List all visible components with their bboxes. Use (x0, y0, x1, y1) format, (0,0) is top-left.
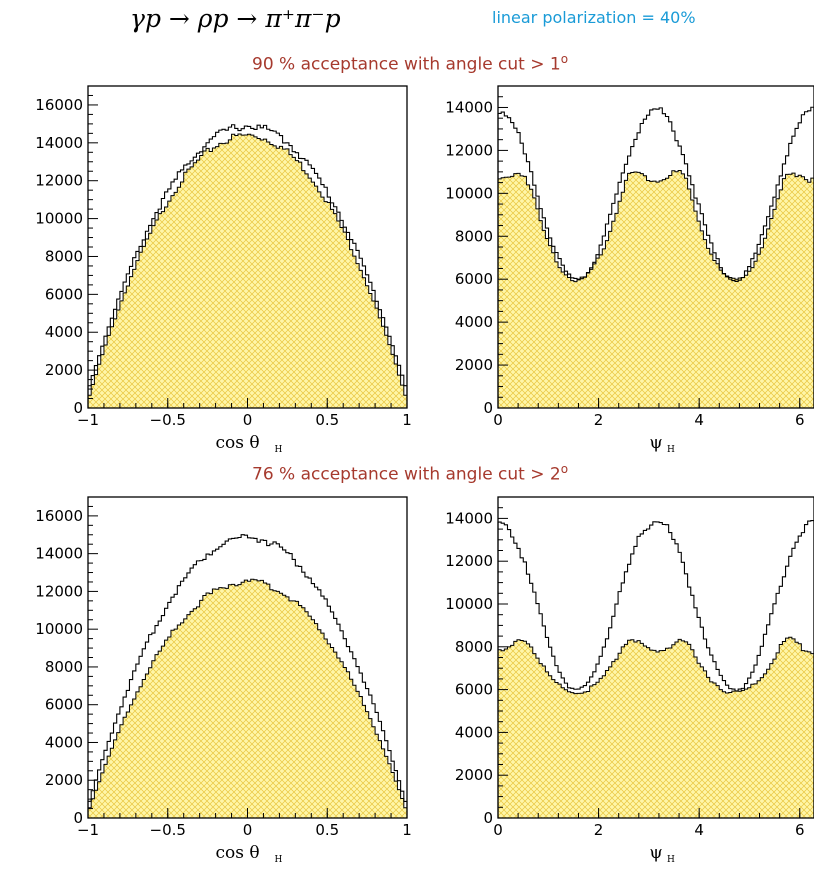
x-tick-label-2: 0.5 (315, 821, 339, 839)
y-tick-label-2: 4000 (45, 733, 83, 751)
y-tick-label-0: 0 (73, 399, 83, 417)
histogram-filled-3 (497, 636, 814, 819)
y-tick-label-3: 6000 (455, 681, 493, 699)
x-axis-label-0: cos θ (215, 433, 259, 453)
y-tick-label-1: 4000 (455, 313, 493, 331)
histogram-filled-0 (87, 133, 408, 409)
caption-bottom: 76 % acceptance with angle cut > 2o (252, 462, 568, 485)
x-tick-label-1: 0 (493, 411, 503, 429)
x-tick-label-1: 2 (594, 411, 604, 429)
x-tick-label-3: 6 (795, 821, 805, 839)
y-tick-label-3: 4000 (455, 723, 493, 741)
y-tick-label-0: 14000 (35, 134, 83, 152)
x-tick-label-2: −1 (77, 821, 99, 839)
y-tick-label-0: 12000 (35, 172, 83, 190)
x-tick-label-2: −0.5 (150, 821, 186, 839)
x-axis-label-sub-3: H (667, 855, 675, 865)
y-tick-label-1: 14000 (445, 98, 493, 116)
y-tick-label-0: 6000 (45, 285, 83, 303)
x-tick-label-0: 1 (402, 411, 412, 429)
caption-top: 90 % acceptance with angle cut > 1o (252, 52, 568, 75)
y-tick-label-3: 0 (483, 809, 493, 827)
y-tick-label-1: 2000 (455, 356, 493, 374)
y-tick-label-0: 16000 (35, 96, 83, 114)
y-tick-label-3: 8000 (455, 638, 493, 656)
y-tick-label-1: 6000 (455, 270, 493, 288)
y-tick-label-3: 12000 (445, 552, 493, 570)
histogram-outline-3 (497, 520, 814, 818)
y-tick-label-0: 4000 (45, 323, 83, 341)
y-tick-label-3: 10000 (445, 595, 493, 613)
y-tick-label-3: 14000 (445, 509, 493, 527)
x-tick-label-0: 0 (243, 411, 253, 429)
y-tick-label-2: 10000 (35, 620, 83, 638)
y-tick-label-1: 10000 (445, 184, 493, 202)
x-tick-label-3: 2 (594, 821, 604, 839)
polarization-label: linear polarization = 40% (492, 8, 696, 27)
x-tick-label-2: 1 (402, 821, 412, 839)
x-tick-label-0: 0.5 (315, 411, 339, 429)
x-tick-label-1: 4 (694, 411, 704, 429)
y-tick-label-0: 8000 (45, 247, 83, 265)
y-tick-label-2: 8000 (45, 658, 83, 676)
caption-top-text: 90 % acceptance with angle cut > 1 (252, 54, 561, 75)
y-tick-label-2: 6000 (45, 696, 83, 714)
caption-top-degree: o (560, 52, 569, 66)
y-tick-label-2: 0 (73, 809, 83, 827)
y-tick-label-2: 12000 (35, 582, 83, 600)
x-tick-label-2: 0 (243, 821, 253, 839)
y-tick-label-3: 2000 (455, 766, 493, 784)
x-tick-label-1: 6 (795, 411, 805, 429)
x-tick-label-0: −1 (77, 411, 99, 429)
reaction-title: γp → ρp → π⁺π⁻p (130, 4, 341, 33)
y-tick-label-2: 14000 (35, 545, 83, 563)
y-tick-label-1: 8000 (455, 227, 493, 245)
histogram-filled-1 (497, 170, 814, 409)
y-tick-label-0: 2000 (45, 361, 83, 379)
x-axis-label-sub-2: H (275, 855, 283, 865)
y-tick-label-1: 12000 (445, 141, 493, 159)
x-axis-label-1: ψ (649, 433, 662, 453)
x-axis-label-sub-1: H (667, 445, 675, 455)
y-tick-label-2: 2000 (45, 771, 83, 789)
y-tick-label-1: 0 (483, 399, 493, 417)
histogram-outline-1 (497, 106, 814, 408)
x-tick-label-3: 0 (493, 821, 503, 839)
x-axis-label-3: ψ (649, 843, 662, 863)
caption-bottom-degree: o (560, 462, 569, 476)
y-tick-label-0: 10000 (35, 210, 83, 228)
y-tick-label-2: 16000 (35, 507, 83, 525)
x-tick-label-3: 4 (694, 821, 704, 839)
histogram-filled-2 (87, 578, 408, 819)
caption-bottom-text: 76 % acceptance with angle cut > 2 (252, 464, 561, 485)
histogram-outline-0 (87, 124, 408, 408)
x-axis-label-2: cos θ (215, 843, 259, 863)
x-tick-label-0: −0.5 (150, 411, 186, 429)
x-axis-label-sub-0: H (275, 445, 283, 455)
histogram-outline-2 (87, 534, 408, 818)
